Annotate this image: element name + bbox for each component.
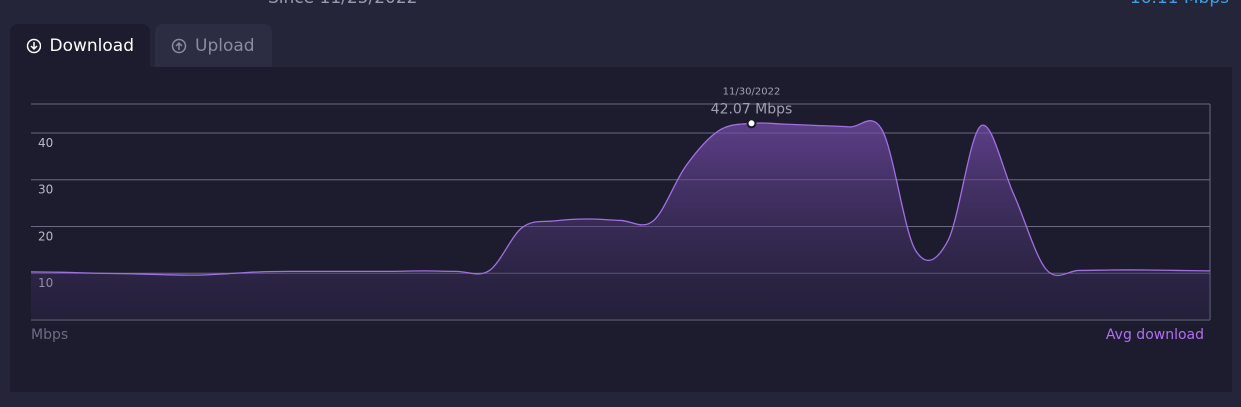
since-text: Since 11/25/2022 [268,0,417,8]
y-tick-label: 40 [38,136,53,150]
area [31,120,1210,320]
line [30,120,1211,277]
tab-label: Upload [195,35,255,56]
y-tick-label: 20 [38,229,53,243]
panel [10,67,1232,392]
upload-tab[interactable]: Upload [155,24,272,67]
download-icon [26,38,42,53]
y-tick-label: 30 [38,183,53,197]
annotation-value: 42.07 Mbps [711,101,793,117]
download-tab[interactable]: Download [10,24,150,67]
speed-text: 16.11 Mbps [1130,0,1229,8]
legend: Avg download [1106,327,1204,343]
highlight-point [746,118,757,129]
annotation-date: 11/30/2022 [723,86,781,97]
tab-label: Download [49,35,134,56]
y-axis-label: Mbps [31,327,68,343]
upload-icon [171,38,187,53]
y-tick-label: 10 [38,276,53,290]
